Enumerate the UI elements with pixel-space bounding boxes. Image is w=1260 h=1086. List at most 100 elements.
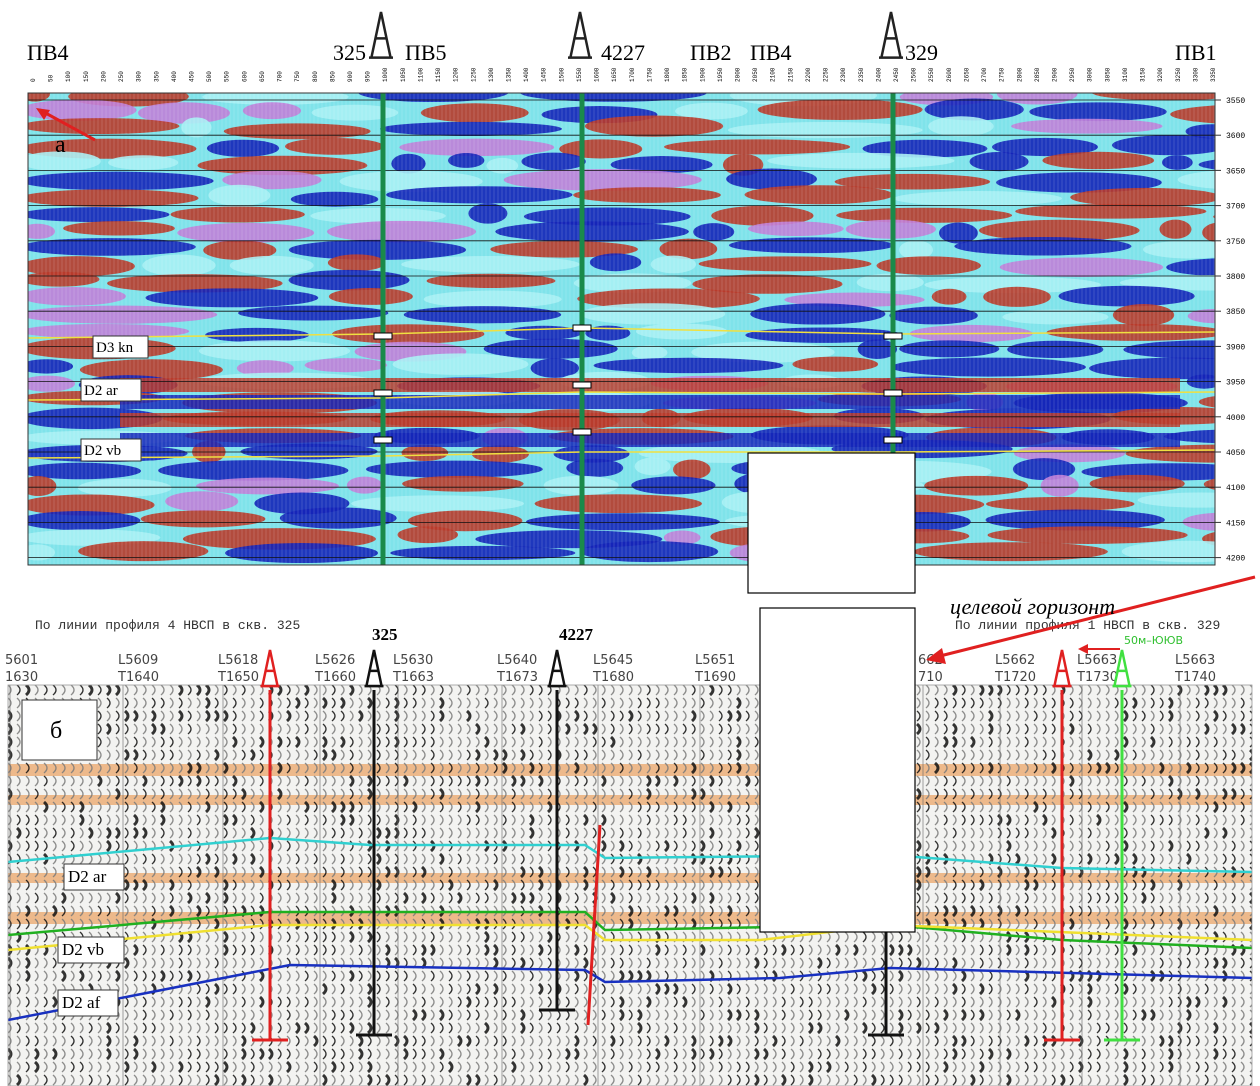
seismic-event xyxy=(398,526,459,543)
scale-label: 650 xyxy=(259,71,266,82)
scale-label: 2050 xyxy=(752,67,759,82)
seismic-event xyxy=(986,497,1135,511)
scale-label: 250 xyxy=(118,71,125,82)
seismic-event xyxy=(970,152,1029,171)
seismic-event xyxy=(651,256,697,274)
seismic-event xyxy=(225,543,378,563)
seismic-event xyxy=(1143,240,1239,258)
scale-label: 1550 xyxy=(576,67,583,82)
seismic-event xyxy=(521,153,585,171)
scale-label: 1900 xyxy=(699,67,706,82)
well-marker xyxy=(573,382,591,388)
seismic-event xyxy=(924,476,1028,496)
seismic-event xyxy=(673,460,711,480)
scale-label: 750 xyxy=(294,71,301,82)
scale-label: 1850 xyxy=(682,67,689,82)
seismic-event xyxy=(393,353,529,375)
seismic-event xyxy=(566,459,623,477)
seismic-event xyxy=(424,291,562,308)
scale-label: 300 xyxy=(136,71,143,82)
scale-label: 1200 xyxy=(453,67,460,82)
scale-label: 100 xyxy=(65,71,72,82)
seismic-event xyxy=(171,206,305,222)
scale-label: 1450 xyxy=(541,67,548,82)
seismic-event xyxy=(347,477,382,494)
seismic-event xyxy=(141,510,266,527)
seismic-event xyxy=(285,138,384,155)
seismic-event xyxy=(631,476,715,494)
scale-label: 450 xyxy=(189,71,196,82)
scale-label: 850 xyxy=(329,71,336,82)
seismic-event xyxy=(590,253,641,271)
orange-band xyxy=(8,764,1252,776)
well-marker xyxy=(374,437,392,443)
seismic-event xyxy=(208,185,270,206)
scale-label: 2100 xyxy=(770,67,777,82)
seismic-event xyxy=(158,460,348,481)
seismic-event xyxy=(404,306,561,323)
seismic-event xyxy=(526,513,720,530)
scale-label: 2150 xyxy=(787,67,794,82)
seismic-event xyxy=(495,221,689,241)
seismic-event xyxy=(997,83,1078,104)
seismic-event xyxy=(581,541,719,562)
seismic-event xyxy=(20,207,169,222)
scale-label: 550 xyxy=(224,71,231,82)
bottom-seismic xyxy=(8,685,1253,1086)
seismic-event xyxy=(401,445,448,461)
scale-label: 1650 xyxy=(611,67,618,82)
seismic-event xyxy=(1090,475,1185,492)
scale-label: 500 xyxy=(206,71,213,82)
seismic-event xyxy=(199,340,350,361)
seismic-event xyxy=(145,288,318,307)
scale-label: 2200 xyxy=(805,67,812,82)
seismic-event xyxy=(573,187,721,203)
seismic-event xyxy=(504,169,702,191)
seismic-event xyxy=(745,185,894,204)
scale-label: 1350 xyxy=(506,67,513,82)
seismic-event xyxy=(366,461,543,478)
scale-label: 350 xyxy=(153,71,160,82)
seismic-event xyxy=(243,102,301,119)
seismic-event xyxy=(20,86,50,102)
seismic-event xyxy=(401,256,580,273)
page: Seismic sections {"top_panel": { "wells"… xyxy=(0,0,1260,1086)
seismic-event xyxy=(380,122,562,136)
scale-label: 50 xyxy=(48,74,55,82)
seismic-event xyxy=(939,223,978,244)
well-marker xyxy=(573,429,591,435)
scale-label: 1500 xyxy=(558,67,565,82)
seismic-event xyxy=(196,478,339,495)
scale-label: 700 xyxy=(277,71,284,82)
seismic-event xyxy=(1000,257,1163,276)
scale-label: 600 xyxy=(241,71,248,82)
well-marker xyxy=(374,390,392,396)
seismic-event xyxy=(1091,84,1245,100)
seismic-event xyxy=(913,542,1107,561)
seismic-event xyxy=(289,270,410,290)
seismic-event xyxy=(20,272,99,287)
seismic-event xyxy=(1162,155,1193,170)
scale-label: 0 xyxy=(30,78,37,82)
seismic-event xyxy=(291,192,378,207)
scale-label: 1400 xyxy=(523,67,530,82)
scale-label: 800 xyxy=(312,71,319,82)
seismic-event xyxy=(402,476,523,492)
scale-label: 1950 xyxy=(717,67,724,82)
scale-label: 1300 xyxy=(488,67,495,82)
seismic-event xyxy=(20,118,179,134)
scale-label: 150 xyxy=(83,71,90,82)
seismic-event xyxy=(20,189,199,206)
seismic-event xyxy=(1218,289,1260,304)
seismic-event xyxy=(78,479,172,497)
scale-label: 1700 xyxy=(629,67,636,82)
scale-label: 1100 xyxy=(417,67,424,82)
seismic-event xyxy=(535,494,702,513)
seismic-event xyxy=(889,307,977,325)
seismic-event xyxy=(20,172,214,191)
seismic-event xyxy=(836,208,1012,223)
scale-label: 1600 xyxy=(594,67,601,82)
seismic-event xyxy=(636,323,727,339)
scale-label: 1250 xyxy=(470,67,477,82)
seismic-event xyxy=(767,153,954,169)
